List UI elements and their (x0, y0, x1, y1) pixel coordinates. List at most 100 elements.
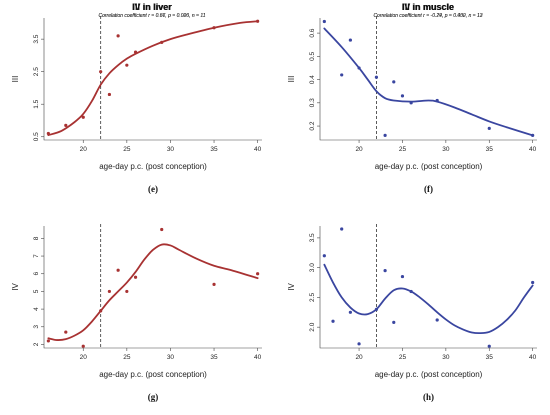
y-tick-label: 2.5 (309, 293, 316, 302)
data-point (64, 123, 68, 127)
x-tick-label: 40 (529, 354, 537, 361)
data-point (125, 63, 129, 67)
data-point (107, 92, 111, 97)
data-point (374, 75, 379, 79)
y-axis-label: IV (287, 283, 296, 291)
y-tick-label: 2.0 (309, 322, 316, 331)
panel-label: (f) (424, 184, 433, 194)
x-tick-label: 30 (167, 146, 175, 153)
y-tick-label: 3.5 (33, 34, 40, 43)
panel-label: (e) (148, 184, 158, 194)
data-point (357, 66, 361, 70)
x-axis-label: age-day p.c. (post conception) (375, 370, 483, 379)
data-point (531, 133, 535, 137)
y-tick-label: 5 (33, 289, 40, 293)
y-tick-label: 0.5 (33, 132, 40, 141)
data-point (374, 307, 379, 311)
data-point (348, 38, 352, 42)
fit-curve (323, 27, 534, 137)
data-point (99, 70, 103, 74)
x-tick-label: 35 (486, 146, 494, 153)
panel-title: III in muscle (402, 2, 454, 12)
fit-curve (323, 263, 534, 335)
panel-title: IV in liver (132, 2, 173, 12)
x-tick-label: 40 (529, 146, 537, 153)
y-tick-label: 1.5 (33, 99, 40, 108)
y-tick-label: 0.3 (309, 98, 316, 107)
x-tick-label: 40 (254, 146, 262, 153)
data-point (435, 98, 439, 103)
data-point (383, 269, 387, 273)
data-point (125, 289, 129, 294)
panel-subtitle: Correlation coefficient r = -0.24, p = 0… (373, 13, 482, 19)
data-point (322, 19, 326, 24)
data-point (212, 282, 216, 286)
x-axis-label: age-day p.c. (post conception) (99, 370, 207, 379)
data-point (392, 80, 396, 84)
data-point (383, 133, 387, 137)
data-point (400, 94, 405, 98)
data-point (487, 344, 491, 348)
y-tick-label: 2.5 (33, 67, 40, 76)
x-tick-label: 35 (210, 354, 218, 361)
data-point (133, 50, 138, 54)
x-tick-label: 30 (442, 146, 450, 153)
data-point (331, 319, 335, 323)
x-axis-label: age-day p.c. (post conception) (99, 162, 207, 171)
data-point (340, 73, 344, 77)
data-point (256, 19, 260, 23)
data-point (46, 131, 50, 136)
panel-subtitle: Correlation coefficient r = 0.87, p = 0.… (98, 13, 205, 19)
x-tick-label: 20 (80, 354, 88, 361)
data-point (409, 101, 413, 105)
y-tick-label: 0.6 (309, 28, 316, 37)
x-tick-label: 20 (355, 354, 363, 361)
x-tick-label: 25 (123, 146, 131, 153)
x-axis-label: age-day p.c. (post conception) (375, 162, 483, 171)
y-tick-label: 4 (33, 307, 40, 311)
panel-subtitle: Correlation coefficient r = -0.79, p = 0… (373, 13, 482, 19)
x-tick-label: 25 (123, 354, 131, 361)
data-point (160, 227, 164, 232)
y-axis-label: IV (11, 283, 20, 291)
data-point (46, 339, 50, 343)
x-tick-label: 40 (254, 354, 262, 361)
axis-frame (43, 226, 262, 349)
x-tick-label: 20 (80, 146, 88, 153)
data-point (400, 274, 405, 279)
data-point (357, 342, 361, 346)
data-point (133, 275, 138, 279)
data-point (99, 309, 103, 313)
x-tick-label: 20 (355, 146, 363, 153)
panel-title: IV in muscle (402, 2, 455, 12)
fit-curve (47, 243, 259, 341)
y-tick-label: 2 (33, 342, 40, 346)
data-point (435, 318, 439, 322)
panel-label: (g) (148, 392, 159, 402)
data-point (81, 344, 85, 348)
x-tick-label: 35 (210, 146, 218, 153)
data-point (107, 289, 111, 294)
data-point (392, 320, 396, 325)
y-tick-label: 0.2 (309, 121, 316, 130)
data-point (64, 330, 68, 334)
panel-label: (h) (423, 392, 434, 402)
panel-subtitle: Correlation coefficient r = 0.66, p = 0.… (98, 13, 205, 19)
data-point (160, 40, 164, 45)
y-tick-label: 3.5 (309, 233, 316, 242)
y-tick-label: 0.4 (309, 75, 316, 84)
x-tick-label: 25 (399, 354, 407, 361)
data-point (409, 289, 413, 294)
y-axis-label: III (287, 76, 296, 83)
y-tick-label: 8 (33, 236, 40, 240)
axis-frame (43, 18, 262, 141)
y-axis-label: III (11, 76, 20, 83)
data-point (116, 34, 120, 38)
axis-frame (319, 18, 537, 141)
panel-title: III in liver (132, 2, 172, 12)
y-tick-label: 3 (33, 325, 40, 329)
data-point (348, 310, 352, 314)
